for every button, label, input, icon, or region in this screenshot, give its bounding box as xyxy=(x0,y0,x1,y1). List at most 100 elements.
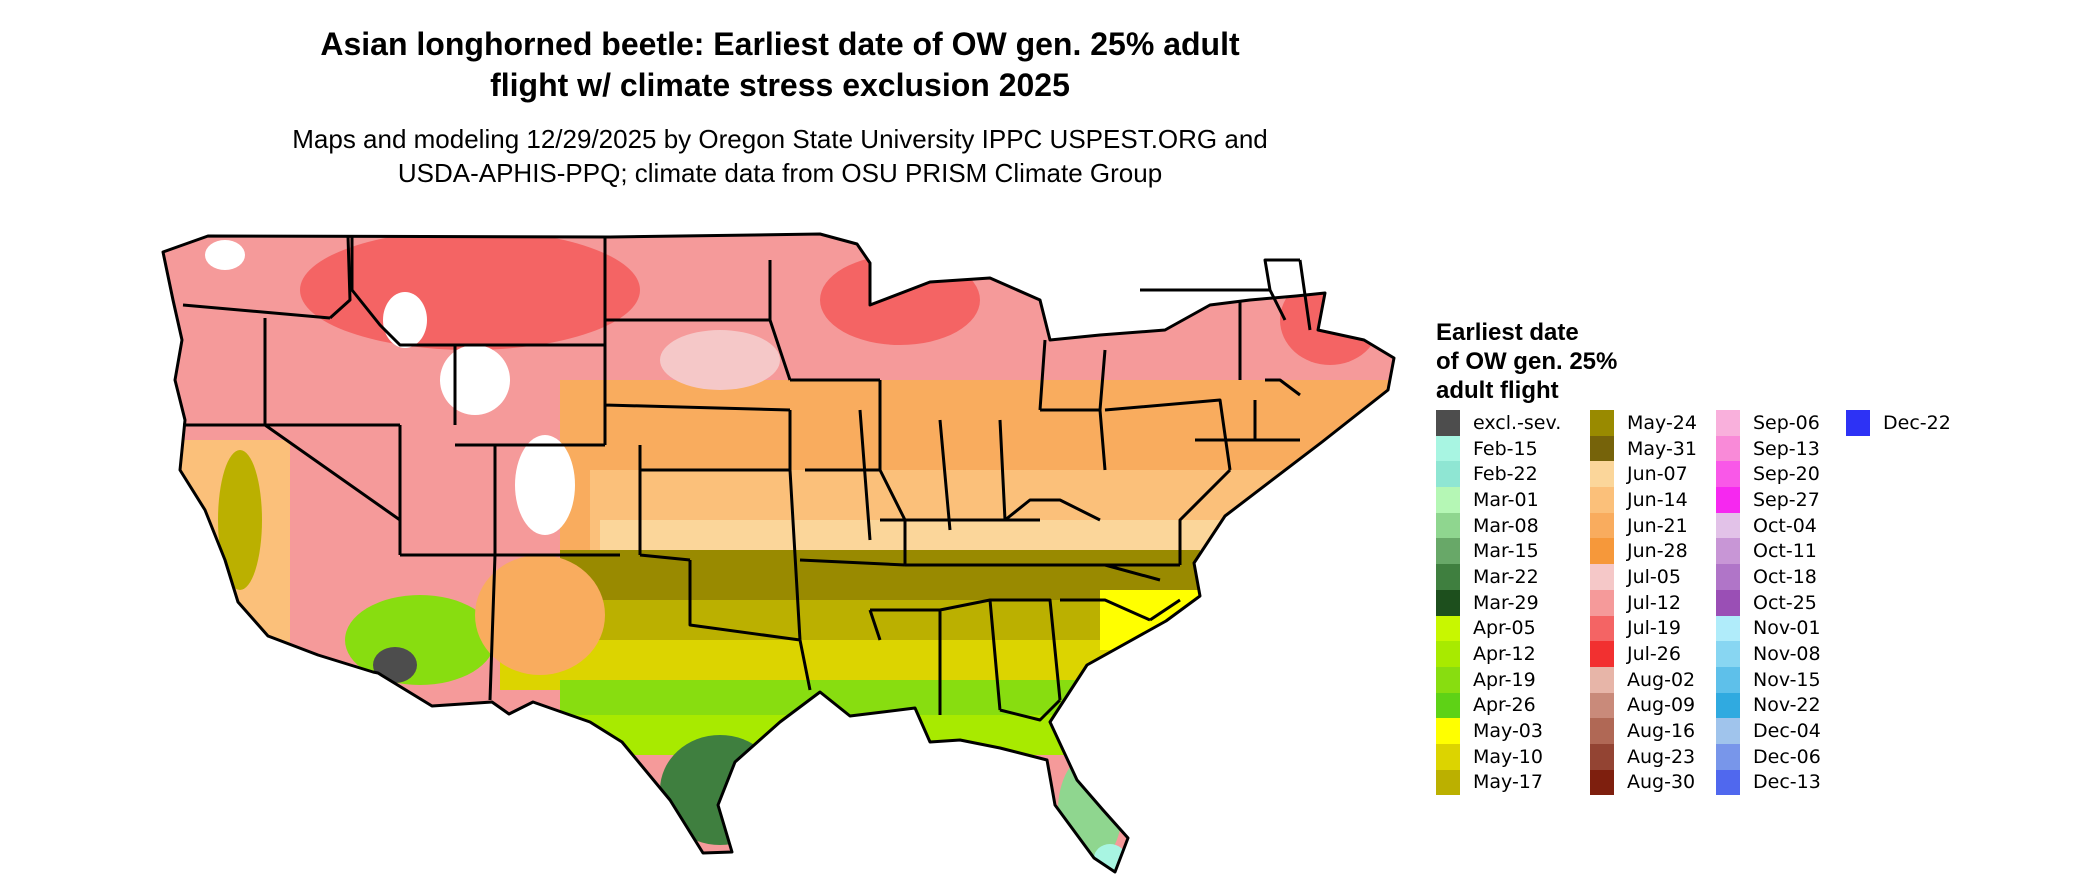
title-line-2: flight w/ climate stress exclusion 2025 xyxy=(490,67,1070,103)
legend-item: Mar-01 xyxy=(1436,487,1561,513)
zone-arizona-excl xyxy=(373,647,417,683)
legend-column-3: Sep-06 Sep-13 Sep-20 Sep-27 Oct-04 Oct-11 Oct-… xyxy=(1716,410,1821,796)
legend-item: Dec-13 xyxy=(1716,769,1821,796)
zone-rockies-excl xyxy=(440,345,510,415)
legend-label: Sep-13 xyxy=(1753,437,1820,460)
legend-swatch xyxy=(1716,487,1740,513)
legend-swatch xyxy=(1590,641,1614,667)
legend-item: Jul-19 xyxy=(1590,615,1697,642)
legend-item: Aug-16 xyxy=(1590,718,1697,744)
legend-item: Feb-15 xyxy=(1436,435,1561,462)
legend-item: Nov-15 xyxy=(1716,666,1821,693)
legend-label: Sep-06 xyxy=(1753,411,1820,434)
legend-item: Sep-20 xyxy=(1716,461,1821,488)
legend-swatch xyxy=(1846,410,1870,436)
legend-label: Mar-01 xyxy=(1473,488,1539,511)
legend-label: Jun-14 xyxy=(1627,488,1688,511)
legend-swatch xyxy=(1590,743,1614,770)
legend-label: Feb-22 xyxy=(1473,463,1538,486)
legend-swatch xyxy=(1716,769,1740,796)
legend-label: Nov-01 xyxy=(1753,617,1821,640)
legend-swatch xyxy=(1590,538,1614,565)
legend-swatch xyxy=(1436,564,1460,590)
legend-label: May-24 xyxy=(1627,411,1697,434)
legend-item: Sep-27 xyxy=(1716,487,1821,513)
legend-item: Nov-01 xyxy=(1716,615,1821,642)
legend-label: Aug-02 xyxy=(1627,668,1696,691)
map-fill xyxy=(163,234,1394,872)
legend-item: Nov-08 xyxy=(1716,641,1821,667)
zone-plains-transition xyxy=(660,330,780,390)
legend-item: Jun-07 xyxy=(1590,461,1697,488)
legend-swatch xyxy=(1436,487,1460,513)
zone-new-mexico xyxy=(475,555,605,675)
legend-item: excl.-sev. xyxy=(1436,410,1561,436)
legend-swatch xyxy=(1590,435,1614,462)
legend-swatch xyxy=(1436,692,1460,719)
legend-item: Mar-22 xyxy=(1436,564,1561,590)
legend-column-4: Dec-22 xyxy=(1846,410,1951,436)
legend-label: excl.-sev. xyxy=(1473,411,1562,434)
legend-label: Sep-27 xyxy=(1753,488,1820,511)
legend-swatch xyxy=(1716,615,1740,642)
state-boundaries xyxy=(161,232,1396,874)
legend-swatch xyxy=(1590,512,1614,539)
legend-swatch xyxy=(1436,769,1460,796)
legend-label: Apr-26 xyxy=(1473,694,1536,717)
legend-item: Aug-02 xyxy=(1590,666,1697,693)
legend-item: May-10 xyxy=(1436,743,1561,770)
legend-item: Oct-18 xyxy=(1716,564,1821,590)
zone-gulf-coast xyxy=(560,715,1120,755)
legend-label: Aug-23 xyxy=(1627,745,1696,768)
state-lines xyxy=(182,235,1312,722)
legend-swatch xyxy=(1436,461,1460,488)
legend-swatch xyxy=(1436,589,1460,616)
zone-southeast-coast xyxy=(1100,590,1220,650)
legend-swatch xyxy=(1590,666,1614,693)
legend-label: May-31 xyxy=(1627,437,1697,460)
legend-label: Jun-28 xyxy=(1627,540,1688,563)
legend-label: Jul-12 xyxy=(1627,591,1681,614)
legend-label: Jul-26 xyxy=(1627,643,1681,666)
legend-item: May-24 xyxy=(1590,410,1697,436)
legend-swatch xyxy=(1436,615,1460,642)
legend-item: May-03 xyxy=(1436,718,1561,744)
legend-label: Aug-09 xyxy=(1627,694,1696,717)
subtitle-line-2: USDA-APHIS-PPQ; climate data from OSU PR… xyxy=(397,158,1163,188)
zone-great-lakes-core xyxy=(820,255,980,345)
legend-item: Jul-26 xyxy=(1590,641,1697,667)
legend-title-line-2: of OW gen. 25% xyxy=(1436,348,1618,375)
legend-swatch xyxy=(1590,718,1614,744)
legend-swatch xyxy=(1590,487,1614,513)
legend-label: Apr-12 xyxy=(1473,643,1536,666)
legend-swatch xyxy=(1436,410,1460,436)
legend-swatch xyxy=(1716,589,1740,616)
legend-item: Apr-05 xyxy=(1436,615,1561,642)
legend-swatch xyxy=(1436,641,1460,667)
legend-swatch xyxy=(1716,666,1740,693)
legend-label: Nov-22 xyxy=(1753,694,1821,717)
legend-label: May-17 xyxy=(1473,771,1543,794)
legend-swatch xyxy=(1590,769,1614,796)
legend-label: Jul-05 xyxy=(1627,565,1681,588)
legend-label: Dec-06 xyxy=(1753,745,1821,768)
legend-label: Mar-22 xyxy=(1473,565,1539,588)
map-subtitle: Maps and modeling 12/29/2025 by Oregon S… xyxy=(200,122,1360,190)
legend-label: Mar-08 xyxy=(1473,514,1539,537)
legend-item: Sep-06 xyxy=(1716,410,1821,436)
legend-label: Mar-15 xyxy=(1473,540,1539,563)
legend-label: Oct-11 xyxy=(1753,540,1817,563)
legend-item: Nov-22 xyxy=(1716,692,1821,719)
legend-item: Mar-08 xyxy=(1436,512,1561,539)
legend-column-1: excl.-sev. Feb-15 Feb-22 Mar-01 Mar-08 Mar-15… xyxy=(1436,410,1561,796)
legend-swatch xyxy=(1590,461,1614,488)
legend-swatch xyxy=(1590,589,1614,616)
legend-item: Feb-22 xyxy=(1436,461,1561,488)
legend-swatch xyxy=(1436,666,1460,693)
legend-item: Aug-09 xyxy=(1590,692,1697,719)
zone-rockies-excl xyxy=(515,435,575,535)
legend-item: Jun-28 xyxy=(1590,538,1697,565)
legend-swatch xyxy=(1716,410,1740,436)
legend-item: Jun-21 xyxy=(1590,512,1697,539)
legend-label: May-10 xyxy=(1473,745,1543,768)
